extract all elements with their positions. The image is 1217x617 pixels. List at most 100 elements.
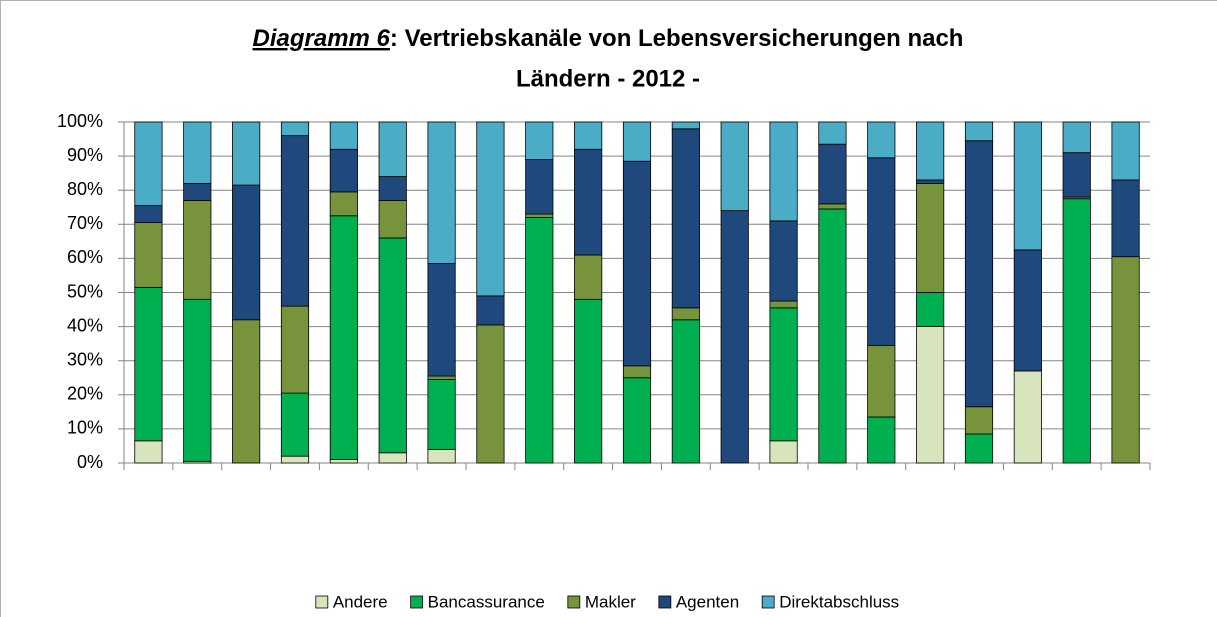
bar-segment bbox=[134, 222, 163, 288]
bar-segment bbox=[1111, 121, 1140, 181]
bar-segment bbox=[280, 305, 310, 394]
bar-segment bbox=[964, 140, 994, 408]
bar-segment bbox=[964, 433, 994, 464]
bar-segment bbox=[427, 448, 456, 464]
bar-segment bbox=[329, 191, 358, 217]
legend-swatch bbox=[658, 595, 672, 609]
bar-segment bbox=[1013, 370, 1042, 464]
y-tick-label: 0% bbox=[77, 452, 103, 472]
bar-segment bbox=[329, 215, 358, 460]
bar-segment bbox=[867, 121, 896, 159]
bar-segment bbox=[671, 319, 700, 464]
bar-segment bbox=[134, 121, 163, 206]
y-tick-label: 90% bbox=[67, 145, 103, 165]
bar-segment bbox=[574, 254, 603, 300]
y-tick-label: 30% bbox=[67, 349, 103, 369]
bar-segment bbox=[574, 148, 603, 256]
bar-segment bbox=[720, 210, 749, 464]
bar-segment bbox=[232, 184, 261, 321]
legend-swatch bbox=[410, 595, 424, 609]
bar-segment bbox=[818, 121, 847, 145]
bar-segment bbox=[378, 452, 407, 464]
bar-segment bbox=[232, 319, 261, 464]
bar-segment bbox=[574, 121, 603, 150]
chart-title-line: Ländern - 2012 - bbox=[516, 65, 700, 92]
bar-segment bbox=[1013, 249, 1042, 372]
bar-segment bbox=[916, 121, 945, 181]
y-tick-label: 100% bbox=[57, 111, 103, 131]
bar-segment bbox=[818, 203, 847, 210]
bar-segment bbox=[183, 121, 212, 184]
bar-segment bbox=[818, 208, 847, 464]
bar-segment bbox=[134, 205, 163, 223]
bar-segment bbox=[574, 298, 603, 464]
bar-segment bbox=[867, 416, 896, 464]
bar-segment bbox=[280, 135, 310, 307]
bar-segment bbox=[769, 300, 798, 309]
y-tick-label: 10% bbox=[67, 418, 103, 438]
title-prefix: Diagramm 6 bbox=[253, 25, 391, 52]
bar-segment bbox=[622, 365, 652, 379]
bar-segment bbox=[329, 121, 358, 150]
bar-segment bbox=[769, 307, 798, 442]
bar-segment bbox=[525, 217, 554, 464]
bar-segment bbox=[525, 159, 554, 215]
legend-label: Direktabschluss bbox=[779, 592, 899, 611]
bar-segment bbox=[427, 375, 456, 380]
bar-segment bbox=[916, 326, 945, 464]
bar-segment bbox=[476, 295, 505, 326]
legend-label: Andere bbox=[333, 592, 388, 611]
bar-segment bbox=[671, 128, 700, 309]
bar-segment bbox=[427, 263, 456, 377]
bar-segment bbox=[280, 121, 310, 137]
bar-segment bbox=[476, 121, 505, 297]
bar-segment bbox=[671, 121, 700, 130]
bar-segment bbox=[280, 455, 310, 464]
bar-segment bbox=[280, 392, 310, 457]
bar-segment bbox=[378, 176, 407, 201]
legend-swatch bbox=[315, 595, 329, 609]
bar-segment bbox=[916, 182, 945, 293]
bar-segment bbox=[134, 286, 163, 442]
bar-segment bbox=[964, 121, 994, 142]
bar-segment bbox=[867, 344, 896, 418]
bar-segment bbox=[1062, 198, 1091, 464]
bar-segment bbox=[427, 121, 456, 264]
y-tick-label: 80% bbox=[67, 179, 103, 199]
bar-segment bbox=[769, 440, 798, 464]
bar-segment bbox=[183, 200, 212, 300]
bar-segment bbox=[329, 148, 358, 193]
bar-segment bbox=[622, 377, 652, 464]
bar-segment bbox=[818, 143, 847, 205]
legend-label: Bancassurance bbox=[428, 592, 545, 611]
bar-segment bbox=[134, 440, 163, 464]
bar-segment bbox=[525, 213, 554, 218]
chart-title: Diagramm 6: Vertriebskanäle von Lebensve… bbox=[253, 25, 964, 52]
bar-segment bbox=[476, 324, 505, 464]
y-tick-label: 40% bbox=[67, 315, 103, 335]
y-tick-label: 70% bbox=[67, 213, 103, 233]
bar-segment bbox=[1062, 121, 1091, 154]
legend-swatch bbox=[567, 595, 581, 609]
bar-segment bbox=[671, 307, 700, 321]
bar-segment bbox=[378, 200, 407, 239]
bar-segment bbox=[1013, 121, 1042, 251]
bar-segment bbox=[378, 121, 407, 177]
bar-segment bbox=[183, 298, 212, 462]
y-tick-label: 60% bbox=[67, 247, 103, 267]
bar-segment bbox=[769, 121, 798, 222]
bar-segment bbox=[916, 292, 945, 327]
y-tick-label: 20% bbox=[67, 384, 103, 404]
y-tick-label: 50% bbox=[67, 281, 103, 301]
bar-segment bbox=[329, 459, 358, 464]
legend-label: Makler bbox=[585, 592, 636, 611]
bar-segment bbox=[622, 121, 652, 162]
bar-segment bbox=[232, 121, 261, 186]
bar-segment bbox=[525, 121, 554, 160]
bar-segment bbox=[378, 237, 407, 454]
bar-segment bbox=[183, 182, 212, 201]
bar-segment bbox=[867, 157, 896, 346]
bar-segment bbox=[1111, 256, 1140, 464]
title-text: : Vertriebskanäle von Lebensversicherung… bbox=[390, 25, 964, 52]
